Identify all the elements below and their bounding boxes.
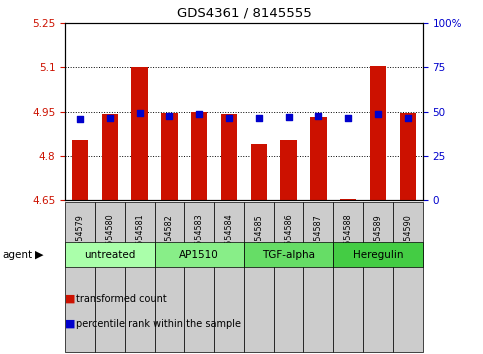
Point bbox=[106, 115, 114, 121]
Bar bbox=[274, 202, 303, 352]
Bar bbox=[363, 202, 393, 352]
Bar bbox=[251, 144, 267, 200]
Text: GSM554583: GSM554583 bbox=[195, 214, 204, 262]
Text: ■: ■ bbox=[65, 319, 76, 329]
Bar bbox=[244, 202, 274, 352]
Text: GSM554587: GSM554587 bbox=[314, 214, 323, 263]
Point bbox=[285, 114, 293, 119]
Bar bbox=[102, 114, 118, 200]
Point bbox=[166, 113, 173, 119]
Bar bbox=[191, 112, 207, 200]
Bar bbox=[310, 118, 327, 200]
Bar bbox=[125, 202, 155, 352]
Text: percentile rank within the sample: percentile rank within the sample bbox=[76, 319, 241, 329]
Text: Heregulin: Heregulin bbox=[353, 250, 403, 260]
Point bbox=[255, 115, 263, 121]
Text: GSM554582: GSM554582 bbox=[165, 214, 174, 263]
Text: GSM554588: GSM554588 bbox=[344, 214, 353, 262]
Bar bbox=[155, 242, 244, 267]
Point bbox=[374, 112, 382, 117]
Bar bbox=[303, 202, 333, 352]
Point bbox=[225, 115, 233, 121]
Bar bbox=[333, 242, 423, 267]
Point bbox=[76, 116, 84, 121]
Point bbox=[404, 115, 412, 121]
Text: agent: agent bbox=[2, 250, 32, 260]
Bar bbox=[393, 202, 423, 352]
Point bbox=[314, 113, 322, 119]
Bar bbox=[72, 139, 88, 200]
Bar bbox=[161, 113, 178, 200]
Text: GSM554581: GSM554581 bbox=[135, 214, 144, 262]
Bar bbox=[370, 66, 386, 200]
Text: GSM554580: GSM554580 bbox=[105, 214, 114, 262]
Bar bbox=[340, 199, 356, 200]
Text: ▶: ▶ bbox=[35, 250, 43, 260]
Point bbox=[195, 112, 203, 117]
Text: AP1510: AP1510 bbox=[179, 250, 219, 260]
Bar bbox=[95, 202, 125, 352]
Text: GSM554589: GSM554589 bbox=[373, 214, 383, 263]
Text: GSM554585: GSM554585 bbox=[255, 214, 263, 263]
Text: untreated: untreated bbox=[84, 250, 136, 260]
Text: GDS4361 / 8145555: GDS4361 / 8145555 bbox=[177, 6, 311, 19]
Bar bbox=[65, 242, 155, 267]
Text: GSM554590: GSM554590 bbox=[403, 214, 412, 263]
Bar bbox=[214, 202, 244, 352]
Text: GSM554579: GSM554579 bbox=[76, 214, 85, 263]
Text: ■: ■ bbox=[65, 294, 76, 304]
Bar bbox=[185, 202, 214, 352]
Bar bbox=[399, 113, 416, 200]
Bar bbox=[221, 114, 237, 200]
Text: GSM554586: GSM554586 bbox=[284, 214, 293, 262]
Text: TGF-alpha: TGF-alpha bbox=[262, 250, 315, 260]
Text: transformed count: transformed count bbox=[76, 294, 167, 304]
Bar bbox=[65, 202, 95, 352]
Bar bbox=[131, 67, 148, 200]
Text: GSM554584: GSM554584 bbox=[225, 214, 233, 262]
Point bbox=[136, 110, 143, 116]
Bar bbox=[244, 242, 333, 267]
Bar bbox=[333, 202, 363, 352]
Point bbox=[344, 115, 352, 121]
Bar bbox=[281, 139, 297, 200]
Bar bbox=[155, 202, 185, 352]
